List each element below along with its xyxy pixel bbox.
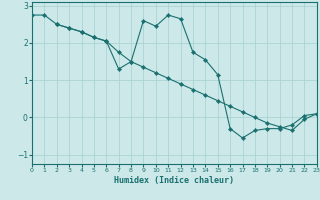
X-axis label: Humidex (Indice chaleur): Humidex (Indice chaleur) [115,176,234,185]
